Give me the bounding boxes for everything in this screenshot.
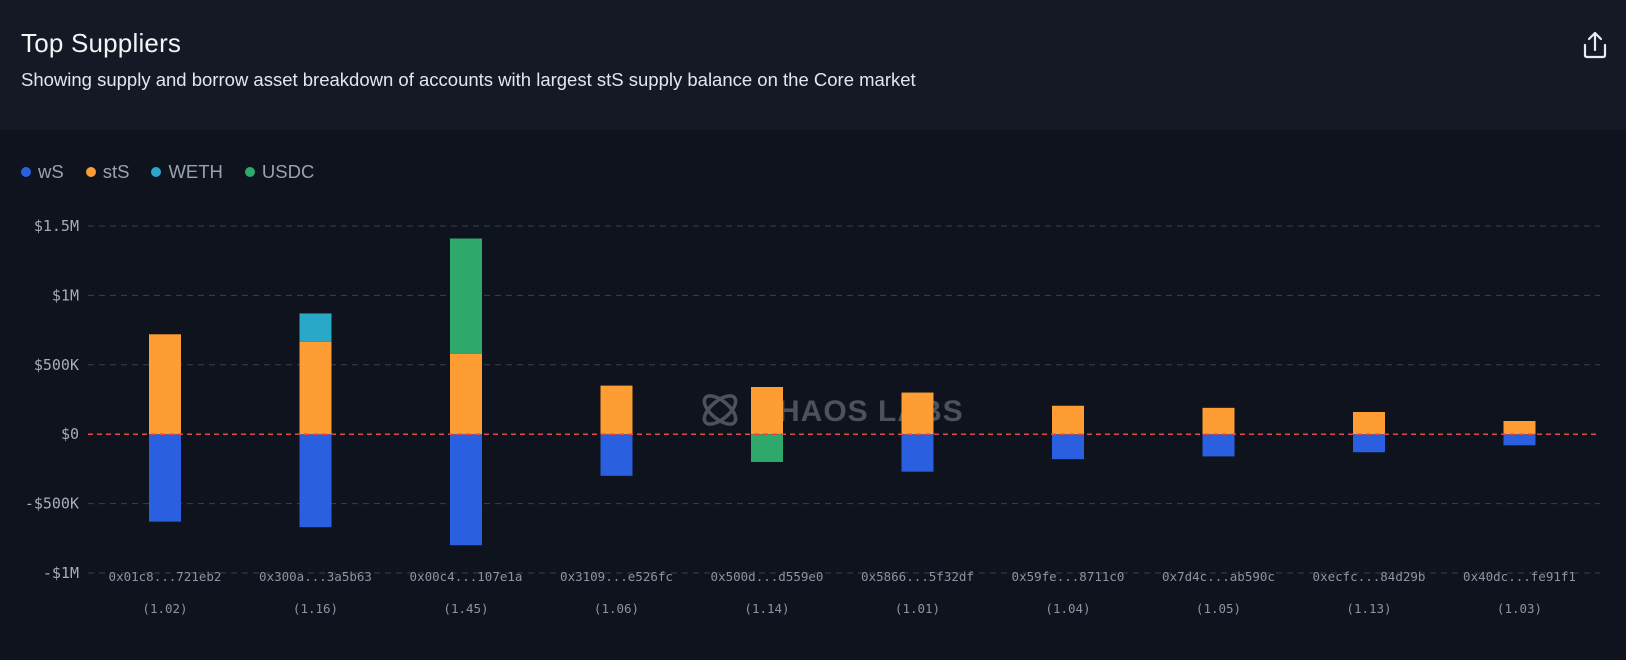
x-tick-label: 0x7d4c...ab590c (1162, 569, 1275, 584)
bar-sts-1[interactable] (149, 334, 181, 435)
bar-sts-4[interactable] (600, 385, 633, 435)
x-tick-sublabel: (1.14) (744, 601, 789, 616)
bars-layer (149, 238, 1536, 546)
chart-legend: wS stS WETH USDC (21, 160, 314, 184)
bar-ws-2[interactable] (299, 434, 332, 528)
x-tick-label: 0x01c8...721eb2 (109, 569, 222, 584)
x-tick-sublabel: (1.02) (142, 601, 187, 616)
bar-ws-9[interactable] (1353, 434, 1385, 453)
x-tick-sublabel: (1.03) (1497, 601, 1542, 616)
legend-label-ws: wS (38, 161, 64, 182)
bar-ws-1[interactable] (149, 434, 181, 522)
share-button[interactable] (1578, 28, 1612, 62)
page-title: Top Suppliers (21, 28, 182, 58)
x-tick-label: 0xecfc...84d29b (1313, 569, 1426, 584)
bar-ws-10[interactable] (1503, 434, 1536, 446)
x-tick-label: 0x3109...e526fc (560, 569, 673, 584)
chaos-labs-logo-icon (702, 394, 738, 426)
x-tick-label: 0x59fe...8711c0 (1012, 569, 1125, 584)
bar-sts-7[interactable] (1052, 405, 1084, 435)
legend-label-usdc: USDC (261, 161, 315, 182)
legend-item-usdc[interactable]: USDC (244, 161, 315, 183)
y-tick-label: $0 (61, 425, 79, 443)
bar-usdc-5[interactable] (751, 434, 783, 462)
bar-usdc-3[interactable] (450, 238, 482, 354)
bar-weth-2[interactable] (299, 313, 332, 342)
bar-ws-7[interactable] (1052, 434, 1084, 460)
legend-dot-ws (21, 167, 31, 177)
bar-sts-8[interactable] (1202, 407, 1235, 435)
watermark-text: HAOS LABS (778, 395, 964, 428)
bar-ws-6[interactable] (901, 434, 934, 472)
x-tick-sublabel: (1.06) (594, 601, 639, 616)
y-tick-label: $1M (52, 286, 79, 304)
x-tick-label: 0x300a...3a5b63 (259, 569, 372, 584)
header: Top Suppliers Showing supply and borrow … (0, 0, 1626, 130)
legend-dot-usdc (244, 167, 255, 177)
legend-label-weth: WETH (168, 161, 223, 182)
x-tick-sublabel: (1.04) (1045, 601, 1090, 616)
x-tick-label: 0x500d...d559e0 (711, 569, 824, 584)
bar-ws-3[interactable] (450, 434, 482, 546)
y-tick-label: $500K (34, 356, 79, 374)
x-tick-label: 0x00c4...107e1a (410, 569, 523, 584)
bar-sts-5[interactable] (751, 387, 783, 435)
bar-ws-4[interactable] (600, 434, 633, 476)
bar-sts-6[interactable] (901, 392, 934, 435)
x-tick-sublabel: (1.16) (293, 601, 338, 616)
y-tick-label: $1.5M (34, 217, 79, 235)
bar-sts-3[interactable] (450, 353, 482, 435)
x-tick-sublabel: (1.45) (443, 601, 488, 616)
share-icon (1583, 31, 1607, 59)
legend-item-weth[interactable]: WETH (151, 161, 223, 183)
y-tick-label: -$500K (25, 495, 79, 513)
legend-item-ws[interactable]: wS (21, 161, 64, 183)
page-subtitle: Showing supply and borrow asset breakdow… (21, 69, 916, 90)
x-tick-label: 0x40dc...fe91f1 (1463, 569, 1576, 584)
x-tick-sublabel: (1.01) (895, 601, 940, 616)
legend-label-sts: stS (102, 161, 130, 182)
x-axis-labels: 0x01c8...721eb2 (1.02) 0x300a...3a5b63 (1.1… (109, 569, 1576, 616)
x-tick-sublabel: (1.05) (1196, 601, 1241, 616)
legend-item-sts[interactable]: stS (85, 161, 130, 183)
bar-sts-9[interactable] (1353, 411, 1385, 435)
x-tick-sublabel: (1.13) (1346, 601, 1391, 616)
legend-dot-sts (85, 167, 96, 177)
y-tick-label: -$1M (43, 564, 79, 582)
bar-sts-2[interactable] (299, 341, 332, 435)
x-tick-label: 0x5866...5f32df (861, 569, 974, 584)
bar-ws-8[interactable] (1202, 434, 1235, 457)
bar-sts-10[interactable] (1503, 421, 1536, 435)
legend-dot-weth (151, 167, 162, 177)
grid-layer: $1.5M $1M $500K $0 -$500K -$1M (25, 217, 1600, 582)
